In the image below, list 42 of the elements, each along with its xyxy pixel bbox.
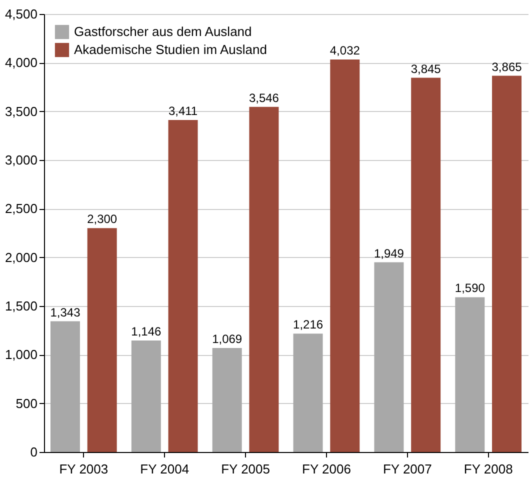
x-tick-label: FY 2003 [59, 462, 108, 476]
data-label: 3,411 [168, 104, 198, 118]
bar [249, 106, 279, 452]
data-label: 3,865 [492, 60, 522, 74]
data-label: 2,300 [87, 212, 118, 226]
x-tick-label: FY 2005 [221, 462, 270, 476]
bar [87, 228, 117, 452]
bar [492, 76, 522, 452]
legend-label: Akademische Studien im Ausland [74, 42, 267, 57]
bar [374, 262, 404, 452]
y-tick-label: 3,500 [4, 104, 38, 119]
data-label: 3,546 [248, 90, 280, 105]
y-tick-label: 4,500 [4, 6, 38, 22]
bar [455, 297, 485, 452]
bar [50, 321, 80, 452]
x-tick-label: FY 2008 [464, 462, 513, 476]
bar [212, 348, 242, 452]
y-tick-label: 4,000 [4, 55, 38, 70]
y-tick-label: 500 [16, 396, 38, 411]
data-label: 1,343 [50, 305, 81, 320]
data-label: 1,949 [374, 246, 404, 260]
data-label: 1,590 [454, 281, 486, 296]
data-label: 1,216 [293, 318, 324, 332]
bar [293, 334, 323, 452]
y-tick-label: 2,000 [4, 250, 38, 265]
legend-label: Gastforscher aus dem Ausland [74, 24, 252, 39]
y-tick-label: 1,000 [4, 347, 38, 362]
data-label: 1,146 [131, 324, 162, 338]
x-tick-label: FY 2004 [140, 462, 190, 476]
bar [330, 60, 360, 452]
y-tick-label: 3,000 [4, 152, 38, 168]
data-label: 3,845 [410, 62, 442, 76]
y-tick-label: 2,500 [4, 201, 38, 216]
y-tick-label: 1,500 [4, 298, 38, 314]
data-label: 1,069 [212, 332, 242, 346]
y-tick-label: 0 [30, 444, 38, 460]
bar [131, 340, 161, 452]
bar [168, 120, 198, 452]
x-tick-label: FY 2006 [302, 462, 351, 476]
bar [411, 78, 441, 452]
data-label: 4,032 [330, 44, 360, 58]
x-tick-label: FY 2007 [382, 462, 432, 476]
